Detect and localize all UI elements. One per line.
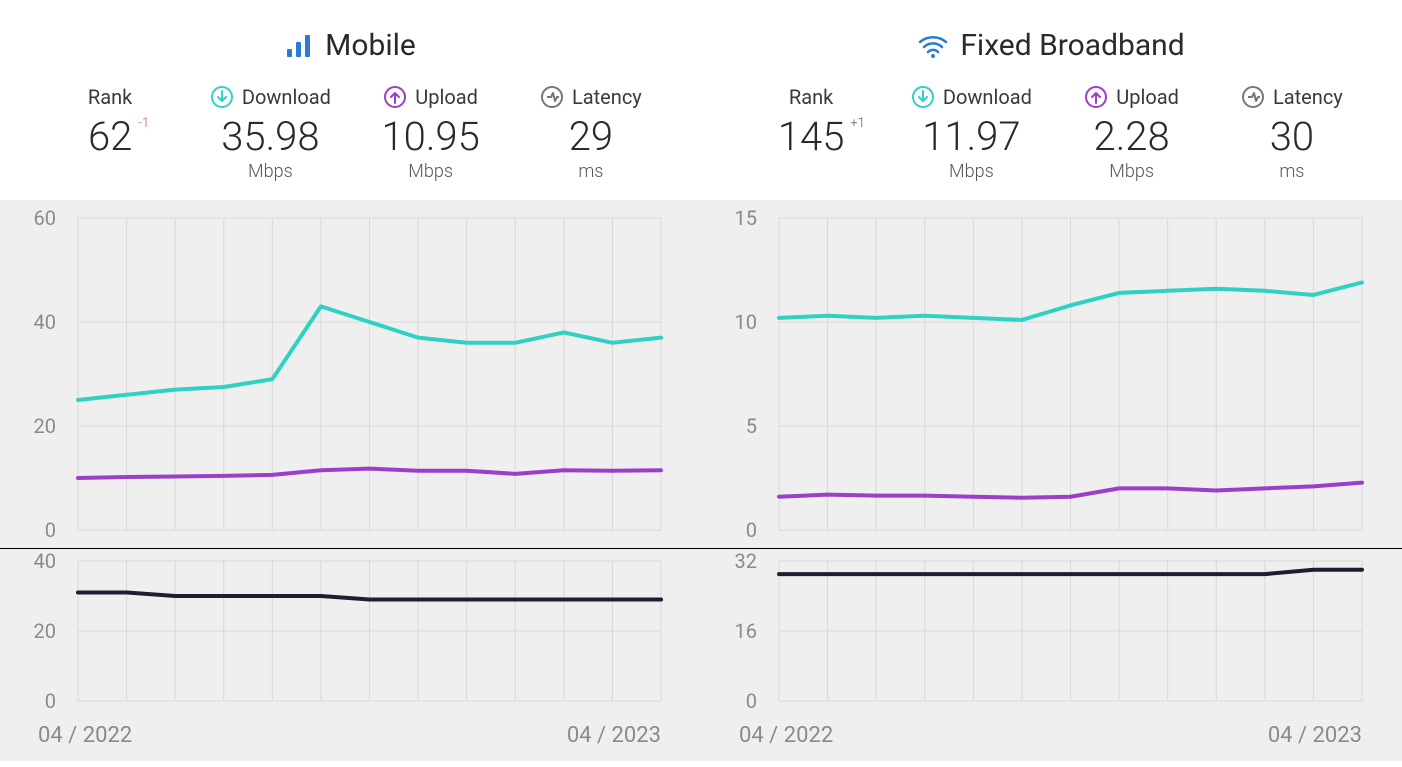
broadband-upload-stat: Upload 2.28 Mbps — [1052, 85, 1212, 182]
broadband-panel: Fixed Broadband Rank 145 +1 Download 11.… — [701, 0, 1402, 767]
xaxis-start: 04 / 2022 — [739, 723, 833, 748]
mobile-panel: Mobile Rank 62 -1 Download 35.98 Mbps — [0, 0, 701, 767]
xaxis-end: 04 / 2023 — [567, 723, 661, 748]
broadband-speed-chart: 051015 — [701, 200, 1402, 548]
mobile-title: Mobile — [325, 28, 416, 63]
xaxis-end: 04 / 2023 — [1268, 723, 1362, 748]
broadband-latency-unit: ms — [1279, 161, 1304, 182]
broadband-stats: Rank 145 +1 Download 11.97 Mbps — [701, 85, 1402, 200]
mobile-upload-unit: Mbps — [408, 161, 453, 182]
broadband-download-value: 11.97 — [922, 115, 1020, 159]
broadband-rank-stat: Rank 145 +1 — [731, 85, 891, 182]
download-icon — [210, 85, 234, 109]
download-icon — [911, 85, 935, 109]
mobile-latency-chart: 02040 — [0, 548, 701, 713]
broadband-xaxis: 04 / 2022 04 / 2023 — [701, 713, 1402, 761]
broadband-speed-yticks: 051015 — [701, 218, 779, 530]
mobile-speed-chart: 0204060 — [0, 200, 701, 548]
mobile-rank-stat: Rank 62 -1 — [30, 85, 190, 182]
xaxis-start: 04 / 2022 — [38, 723, 132, 748]
broadband-download-stat: Download 11.97 Mbps — [891, 85, 1051, 182]
latency-icon — [1241, 85, 1265, 109]
mobile-rank-delta: -1 — [138, 117, 149, 131]
mobile-download-stat: Download 35.98 Mbps — [190, 85, 350, 182]
mobile-rank-value: 62 -1 — [88, 115, 132, 159]
rank-label: Rank — [88, 85, 132, 109]
broadband-upload-value: 2.28 — [1094, 115, 1170, 159]
mobile-latency-stat: Latency 29 ms — [511, 85, 671, 182]
broadband-latency-yticks: 01632 — [701, 561, 779, 701]
mobile-latency-unit: ms — [578, 161, 603, 182]
mobile-download-unit: Mbps — [248, 161, 293, 182]
broadband-latency-chart: 01632 — [701, 548, 1402, 713]
rank-label: Rank — [789, 85, 833, 109]
broadband-rank-delta: +1 — [850, 117, 865, 131]
mobile-stats: Rank 62 -1 Download 35.98 Mbps — [0, 85, 701, 200]
mobile-upload-value: 10.95 — [381, 115, 479, 159]
signal-icon — [285, 33, 313, 59]
broadband-download-unit: Mbps — [949, 161, 994, 182]
mobile-upload-stat: Upload 10.95 Mbps — [351, 85, 511, 182]
broadband-title: Fixed Broadband — [960, 28, 1184, 63]
broadband-rank-value: 145 +1 — [778, 115, 845, 159]
upload-icon — [383, 85, 407, 109]
broadband-header: Fixed Broadband — [701, 0, 1402, 85]
mobile-speed-yticks: 0204060 — [0, 218, 78, 530]
mobile-header: Mobile — [0, 0, 701, 85]
mobile-download-value: 35.98 — [221, 115, 319, 159]
broadband-latency-stat: Latency 30 ms — [1212, 85, 1372, 182]
wifi-icon — [918, 34, 948, 58]
mobile-latency-yticks: 02040 — [0, 561, 78, 701]
broadband-upload-unit: Mbps — [1109, 161, 1154, 182]
mobile-latency-value: 29 — [569, 115, 613, 159]
latency-icon — [540, 85, 564, 109]
mobile-xaxis: 04 / 2022 04 / 2023 — [0, 713, 701, 761]
upload-icon — [1084, 85, 1108, 109]
broadband-latency-value: 30 — [1270, 115, 1314, 159]
